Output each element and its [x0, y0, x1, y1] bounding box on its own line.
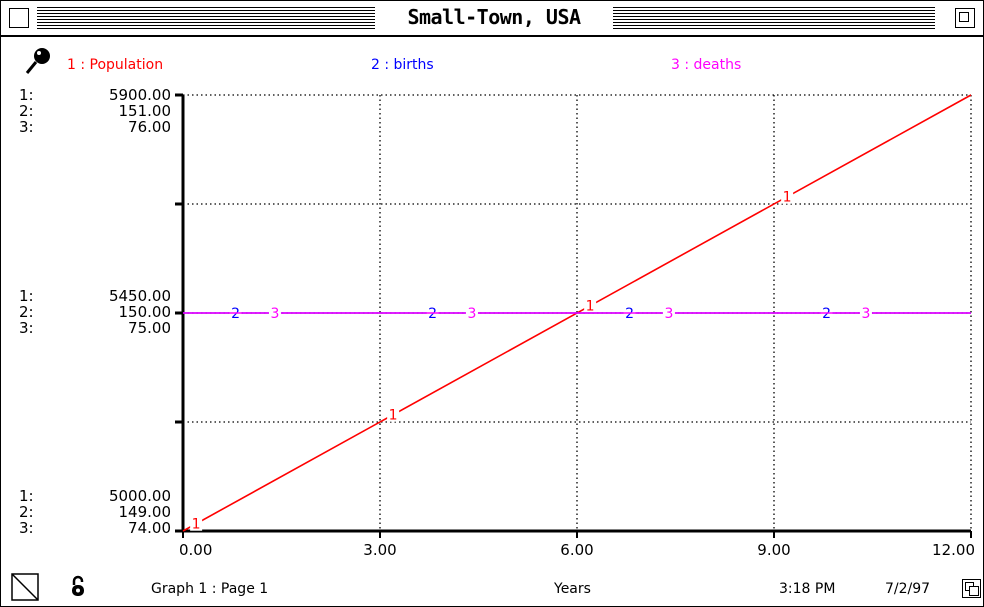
series-marker-bg	[190, 515, 203, 531]
y-axis-index-label: 3:	[19, 519, 34, 537]
title-bar-stripes-left	[37, 7, 375, 29]
series-marker-deaths: 3	[270, 306, 279, 322]
page-corner-icon[interactable]	[11, 573, 39, 601]
page-indicator: Graph 1 : Page 1	[151, 581, 269, 597]
series-marker-bg	[387, 406, 400, 422]
status-bar: Graph 1 : Page 1 Years 3:18 PM 7/2/97	[1, 567, 983, 606]
line-chart: 0.00 3.00 6.00 9.00 12.00 1: 5900.00 2: 151.00 3:…	[19, 86, 975, 559]
y-axis-index-label: 2:	[19, 102, 34, 120]
series-marker-population: 1	[192, 517, 201, 533]
y-axis-index-label: 1:	[19, 487, 34, 505]
y-axis-index-label: 3:	[19, 319, 34, 337]
series-marker-deaths: 3	[664, 306, 673, 322]
zoom-box-button[interactable]	[955, 8, 975, 28]
y-tick-label: 5000.00	[109, 487, 171, 505]
window-title: Small-Town, USA	[407, 5, 581, 29]
series-marker-births: 2	[822, 306, 831, 322]
x-tick-label: 6.00	[560, 541, 593, 559]
series-marker-bg	[662, 305, 675, 320]
resize-box-icon[interactable]	[962, 579, 981, 598]
title-bar-stripes-right	[613, 7, 935, 29]
x-axis-label: Years	[554, 581, 591, 597]
x-tick-label: 3.00	[363, 541, 396, 559]
series-marker-deaths: 3	[467, 306, 476, 322]
y-axis-index-label: 1:	[19, 287, 34, 305]
y-tick-label: 151.00	[119, 102, 172, 120]
series-marker-population: 1	[783, 190, 792, 206]
y-tick-label: 5450.00	[109, 287, 171, 305]
pushpin-icon[interactable]	[25, 47, 53, 75]
x-tick-label: 9.00	[757, 541, 790, 559]
y-tick-label: 149.00	[119, 503, 172, 521]
series-marker-bg	[465, 305, 478, 320]
padlock-icon[interactable]	[71, 575, 85, 597]
y-axis-index-label: 3:	[19, 118, 34, 136]
series-marker-births: 2	[428, 306, 437, 322]
legend-item-deaths: 3 : deaths	[671, 57, 742, 73]
legend-item-population: 1 : Population	[67, 57, 164, 73]
legend: 1 : Population 2 : births 3 : deaths	[1, 37, 983, 83]
y-axis-index-label: 1:	[19, 86, 34, 104]
series-marker-bg	[781, 188, 794, 204]
series-marker-bg	[268, 305, 281, 320]
timestamp-date: 7/2/97	[885, 581, 931, 597]
x-tick-label: 0.00	[179, 541, 212, 559]
y-tick-label: 150.00	[119, 303, 172, 321]
y-axis-index-label: 2:	[19, 303, 34, 321]
y-tick-label: 5900.00	[109, 86, 171, 104]
close-box-button[interactable]	[9, 8, 29, 28]
y-tick-label: 76.00	[128, 118, 171, 136]
y-axis-index-label: 2:	[19, 503, 34, 521]
series-marker-deaths: 3	[861, 306, 870, 322]
series-marker-bg	[859, 305, 872, 320]
title-bar[interactable]: Small-Town, USA	[1, 1, 983, 37]
series-marker-bg	[584, 297, 597, 313]
series-marker-births: 2	[625, 306, 634, 322]
series-marker-births: 2	[231, 306, 240, 322]
y-tick-label: 75.00	[128, 319, 171, 337]
series-marker-population: 1	[389, 408, 398, 424]
legend-item-births: 2 : births	[371, 57, 434, 73]
timestamp-time: 3:18 PM	[779, 581, 836, 597]
y-tick-label: 74.00	[128, 519, 171, 537]
x-tick-label: 12.00	[932, 541, 975, 559]
series-marker-population: 1	[586, 299, 595, 315]
